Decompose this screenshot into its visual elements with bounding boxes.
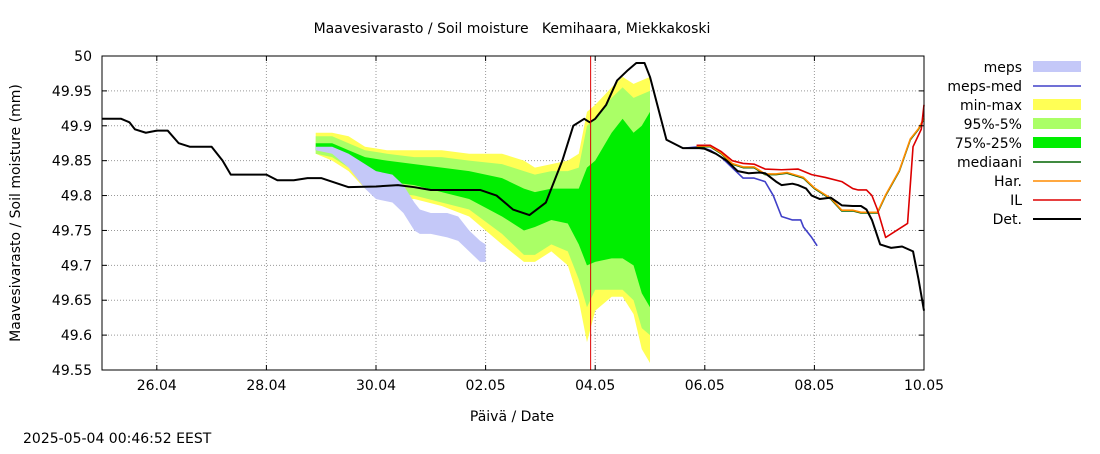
y-tick-label: 49.95	[52, 84, 92, 100]
band-meps	[315, 146, 486, 262]
x-tick-label: 04.05	[575, 378, 615, 394]
legend-label-p95-5: 95%-5%	[964, 117, 1022, 133]
band-layer	[315, 76, 650, 364]
legend-label-il: IL	[1010, 193, 1022, 209]
legend-label-meps-med: meps-med	[947, 79, 1022, 95]
y-tick-label: 49.55	[52, 363, 92, 379]
legend: meps meps-med min-max 95%-5% 75%-25% mediaani…	[947, 60, 1081, 228]
y-tick-label: 50	[74, 49, 92, 65]
legend-swatch-min-max	[1033, 99, 1081, 110]
y-tick-label: 49.6	[61, 328, 92, 344]
tick-layer: 26.04 28.04 30.04 02.05 04.05 06.05 08.05 10.05…	[52, 49, 944, 394]
x-tick-label: 26.04	[137, 378, 177, 394]
legend-label-min-max: min-max	[960, 98, 1022, 114]
band-min-max	[315, 76, 650, 364]
legend-label-p75-25: 75%-25%	[955, 136, 1022, 152]
legend-swatch-p75-25	[1033, 137, 1081, 148]
series-det	[102, 61, 925, 311]
x-tick-label: 08.05	[794, 378, 834, 394]
y-tick-label: 49.8	[61, 189, 92, 205]
legend-swatch-meps	[1033, 61, 1081, 72]
band-p75-25	[315, 111, 650, 308]
x-axis-label: Päivä / Date	[470, 409, 554, 425]
legend-label-det: Det.	[993, 212, 1022, 228]
x-tick-label: 30.04	[356, 378, 396, 394]
y-tick-label: 49.85	[52, 154, 92, 170]
y-tick-label: 49.7	[61, 258, 92, 274]
plot-frame	[101, 55, 925, 371]
x-tick-label: 02.05	[466, 378, 506, 394]
x-tick-label: 28.04	[246, 378, 286, 394]
x-tick-label: 10.05	[904, 378, 944, 394]
x-tick-label: 06.05	[685, 378, 725, 394]
chart-title: Maavesivarasto / Soil moisture Kemihaara…	[314, 21, 711, 37]
band-p95-5	[315, 87, 650, 336]
legend-swatch-p95-5	[1033, 118, 1081, 129]
legend-label-har: Har.	[994, 174, 1022, 190]
series-har	[696, 117, 925, 214]
line-layer	[102, 61, 925, 311]
timestamp: 2025-05-04 00:46:52 EEST	[23, 431, 212, 447]
legend-label-mediaani: mediaani	[957, 155, 1022, 171]
y-axis-label: Maavesivarasto / Soil moisture (mm)	[8, 84, 24, 342]
legend-label-meps: meps	[984, 60, 1022, 76]
y-tick-label: 49.75	[52, 223, 92, 239]
series-il	[696, 104, 925, 239]
y-tick-label: 49.9	[61, 119, 92, 135]
y-tick-label: 49.65	[52, 293, 92, 309]
